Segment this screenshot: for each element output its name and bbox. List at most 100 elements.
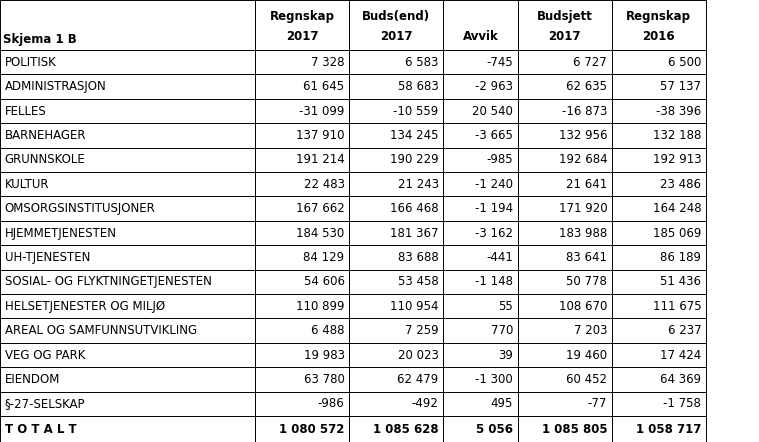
Bar [443,294,518,318]
Bar [612,123,706,148]
Bar [443,196,518,221]
Text: POLITISK: POLITISK [5,56,56,69]
Text: -1 758: -1 758 [663,397,701,410]
Text: -1 194: -1 194 [475,202,513,215]
Bar [518,148,612,172]
Text: 53 458: 53 458 [398,275,439,288]
Text: FELLES: FELLES [5,104,46,118]
Text: -2 963: -2 963 [475,80,513,93]
Text: -3 665: -3 665 [475,129,513,142]
Bar [443,270,518,294]
Text: 86 189: 86 189 [660,251,701,264]
Bar [349,148,443,172]
Text: Regnskap: Regnskap [626,9,691,23]
Bar [349,245,443,270]
Text: 7 203: 7 203 [574,324,607,337]
Text: 190 229: 190 229 [390,153,439,166]
Text: -492: -492 [412,397,439,410]
Text: 54 606: 54 606 [304,275,345,288]
Text: 192 913: 192 913 [653,153,701,166]
Text: 770: 770 [491,324,513,337]
Text: 64 369: 64 369 [660,373,701,386]
Bar [0,416,255,442]
Text: 184 530: 184 530 [296,226,345,240]
Text: 20 023: 20 023 [398,348,439,362]
Bar [443,318,518,343]
Text: -3 162: -3 162 [475,226,513,240]
Bar [518,294,612,318]
Bar [349,196,443,221]
Bar [255,318,349,343]
Bar [0,172,255,196]
Bar [255,245,349,270]
Text: 2017: 2017 [380,30,412,42]
Text: 1 080 572: 1 080 572 [279,423,345,435]
Bar [0,50,255,74]
Text: -1 300: -1 300 [475,373,513,386]
Bar [255,367,349,392]
Text: -38 396: -38 396 [656,104,701,118]
Text: 21 243: 21 243 [398,178,439,191]
Text: 185 069: 185 069 [653,226,701,240]
Bar [255,221,349,245]
Bar [443,0,518,50]
Bar [255,123,349,148]
Text: 132 188: 132 188 [653,129,701,142]
Bar [518,245,612,270]
Bar [0,318,255,343]
Bar [518,416,612,442]
Text: HJEMMETJENESTEN: HJEMMETJENESTEN [5,226,117,240]
Bar [612,416,706,442]
Text: HELSETJENESTER OG MILJØ: HELSETJENESTER OG MILJØ [5,300,165,312]
Text: Budsjett: Budsjett [537,9,593,23]
Text: UH-TJENESTEN: UH-TJENESTEN [5,251,90,264]
Text: §-27-SELSKAP: §-27-SELSKAP [5,397,85,410]
Bar [443,221,518,245]
Text: -986: -986 [318,397,345,410]
Bar [612,221,706,245]
Text: 134 245: 134 245 [390,129,439,142]
Text: 83 641: 83 641 [566,251,607,264]
Text: GRUNNSKOLE: GRUNNSKOLE [5,153,85,166]
Text: 62 479: 62 479 [398,373,439,386]
Text: -441: -441 [487,251,513,264]
Bar [349,294,443,318]
Bar [255,74,349,99]
Text: AREAL OG SAMFUNNSUTVIKLING: AREAL OG SAMFUNNSUTVIKLING [5,324,197,337]
Text: OMSORGSINSTITUSJONER: OMSORGSINSTITUSJONER [5,202,156,215]
Bar [0,0,255,50]
Bar [518,343,612,367]
Text: 58 683: 58 683 [398,80,439,93]
Bar [612,0,706,50]
Bar [255,343,349,367]
Bar [0,99,255,123]
Text: 23 486: 23 486 [660,178,701,191]
Bar [255,270,349,294]
Text: ADMINISTRASJON: ADMINISTRASJON [5,80,106,93]
Text: 2016: 2016 [643,30,675,42]
Bar [612,148,706,172]
Text: 39: 39 [498,348,513,362]
Text: 20 540: 20 540 [472,104,513,118]
Bar [349,318,443,343]
Text: 166 468: 166 468 [390,202,439,215]
Text: 61 645: 61 645 [304,80,345,93]
Text: -77: -77 [587,397,607,410]
Bar [349,74,443,99]
Text: Avvik: Avvik [462,30,499,42]
Bar [612,99,706,123]
Text: 110 899: 110 899 [296,300,345,312]
Text: 137 910: 137 910 [296,129,345,142]
Text: 60 452: 60 452 [566,373,607,386]
Text: -10 559: -10 559 [393,104,439,118]
Text: 171 920: 171 920 [559,202,607,215]
Text: 183 988: 183 988 [559,226,607,240]
Text: -16 873: -16 873 [562,104,607,118]
Text: 181 367: 181 367 [390,226,439,240]
Bar [0,294,255,318]
Text: EIENDOM: EIENDOM [5,373,60,386]
Text: 6 237: 6 237 [668,324,701,337]
Bar [612,367,706,392]
Text: -31 099: -31 099 [299,104,345,118]
Text: 1 058 717: 1 058 717 [636,423,701,435]
